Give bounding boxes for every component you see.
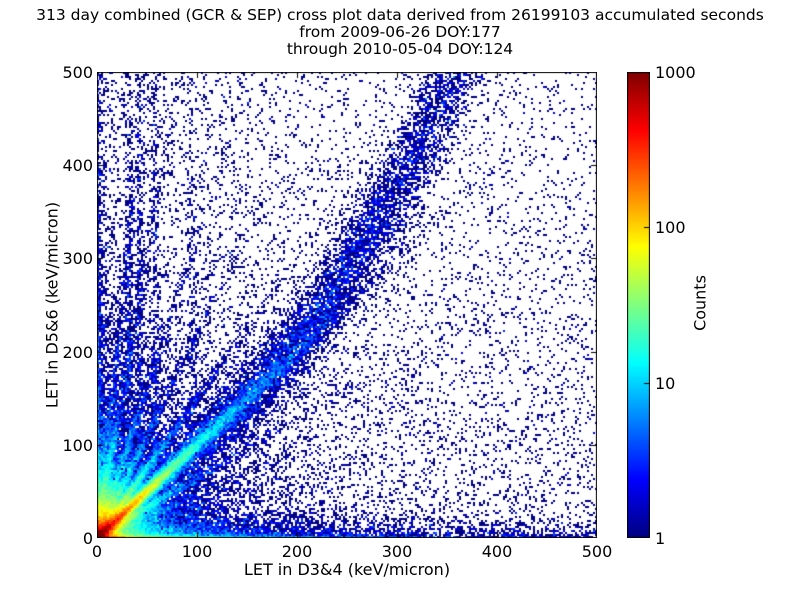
cross-plot-canvas [97,72,597,538]
colorbar-tick-label: 1 [655,529,666,548]
y-tick-label: 100 [62,435,93,455]
y-tick-label: 0 [82,529,93,548]
plot-title: 313 day combined (GCR & SEP) cross plot … [0,7,800,58]
y-tick-label: 400 [62,156,93,176]
x-tick-label: 300 [381,542,413,561]
title-line-1: 313 day combined (GCR & SEP) cross plot … [36,6,764,24]
y-tick-label: 300 [62,249,93,269]
colorbar-tick-label: 1000 [655,63,696,82]
x-tick-label: 200 [281,542,313,561]
y-tick-label: 200 [62,342,93,362]
x-tick-label: 0 [91,542,103,561]
colorbar [627,72,650,538]
y-tick-label: 500 [62,63,93,82]
title-line-2: from 2009-06-26 DOY:177 [299,23,501,41]
x-tick-label: 500 [581,542,613,561]
colorbar-label: Counts [690,275,710,331]
y-axis-label: LET in D5&6 (keV/micron) [42,201,62,409]
colorbar-tick-label: 100 [655,218,686,238]
x-tick-label: 100 [181,542,213,561]
title-line-3: through 2010-05-04 DOY:124 [286,40,514,58]
x-axis-label: LET in D3&4 (keV/micron) [243,560,451,579]
colorbar-tick-label: 10 [655,373,676,393]
x-tick-label: 400 [481,542,513,561]
